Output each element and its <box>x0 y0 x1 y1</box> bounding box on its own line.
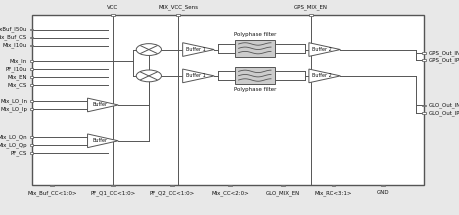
Text: Polyphase filter: Polyphase filter <box>233 87 275 92</box>
Bar <box>30 84 34 86</box>
Text: Mix_CC<2:0>: Mix_CC<2:0> <box>211 190 248 196</box>
Bar <box>331 185 335 186</box>
Text: Mix_LO_Qp: Mix_LO_Qp <box>0 142 27 148</box>
Text: Mix_LO_Ip: Mix_LO_Ip <box>0 106 27 112</box>
Circle shape <box>136 44 161 55</box>
Bar <box>421 52 425 54</box>
Bar <box>30 108 34 110</box>
Text: VCC: VCC <box>107 5 118 10</box>
Text: Mix_In: Mix_In <box>10 58 27 64</box>
Text: PF_I10u: PF_I10u <box>6 66 27 72</box>
Text: MixBuf_I50u: MixBuf_I50u <box>0 27 27 32</box>
Text: PF_Q2_CC<1:0>: PF_Q2_CC<1:0> <box>149 190 195 196</box>
Bar <box>30 152 34 154</box>
Polygon shape <box>308 43 340 56</box>
Text: GLO_Out_IN: GLO_Out_IN <box>427 103 459 108</box>
Polygon shape <box>308 69 340 83</box>
Text: Mix_LO_In: Mix_LO_In <box>0 98 27 104</box>
Bar <box>234 67 274 84</box>
Polygon shape <box>182 69 214 83</box>
Circle shape <box>136 70 161 82</box>
Text: GLO_MIX_EN: GLO_MIX_EN <box>265 190 299 196</box>
Bar <box>280 185 284 186</box>
Polygon shape <box>87 134 118 148</box>
Bar <box>30 45 34 46</box>
Bar <box>421 112 425 114</box>
Polygon shape <box>87 98 118 112</box>
Bar <box>421 104 425 106</box>
Bar <box>30 37 34 38</box>
Text: Mix_LO_Qn: Mix_LO_Qn <box>0 134 27 140</box>
Bar <box>381 185 384 186</box>
Text: Buffer 2: Buffer 2 <box>312 73 331 78</box>
Text: Buffer 1: Buffer 1 <box>185 47 205 52</box>
Text: Mix_Buf_CS: Mix_Buf_CS <box>0 35 27 40</box>
Text: Mix_CS: Mix_CS <box>8 82 27 88</box>
Bar <box>50 185 54 186</box>
Bar <box>228 185 231 186</box>
Bar <box>111 14 114 16</box>
Text: GPS_Out_IP: GPS_Out_IP <box>427 57 459 63</box>
Text: Buffer: Buffer <box>93 138 108 143</box>
Text: Mix_EN: Mix_EN <box>7 74 27 80</box>
Bar <box>30 100 34 102</box>
Bar <box>30 136 34 138</box>
Text: PF_Q1_CC<1:0>: PF_Q1_CC<1:0> <box>90 190 135 196</box>
Bar <box>30 76 34 78</box>
Bar <box>30 29 34 30</box>
Bar <box>30 60 34 62</box>
Bar <box>32 15 423 186</box>
Text: Mix_I10u: Mix_I10u <box>3 43 27 48</box>
Bar <box>176 14 179 16</box>
Bar <box>30 68 34 70</box>
Text: Buffer: Buffer <box>93 103 108 108</box>
Bar <box>308 14 312 16</box>
Text: GPS_MIX_EN: GPS_MIX_EN <box>293 5 327 10</box>
Text: GPS_Out_IN: GPS_Out_IN <box>427 50 459 55</box>
Text: Buffer 2: Buffer 2 <box>312 47 331 52</box>
Bar <box>30 144 34 146</box>
Text: PF_CS: PF_CS <box>11 150 27 156</box>
Text: MIX_VCC_Sens: MIX_VCC_Sens <box>158 5 198 10</box>
Bar <box>421 59 425 61</box>
Text: Mix_Buf_CC<1:0>: Mix_Buf_CC<1:0> <box>27 190 77 196</box>
Bar <box>111 185 114 186</box>
Text: Buffer 1: Buffer 1 <box>185 73 205 78</box>
Text: Mix_RC<3:1>: Mix_RC<3:1> <box>314 190 352 196</box>
Text: GND: GND <box>376 190 389 195</box>
Text: Polyphase filter: Polyphase filter <box>233 32 275 37</box>
Polygon shape <box>182 43 214 56</box>
Text: GLO_Out_IP: GLO_Out_IP <box>427 110 459 116</box>
Bar <box>234 40 274 57</box>
Bar <box>170 185 174 186</box>
